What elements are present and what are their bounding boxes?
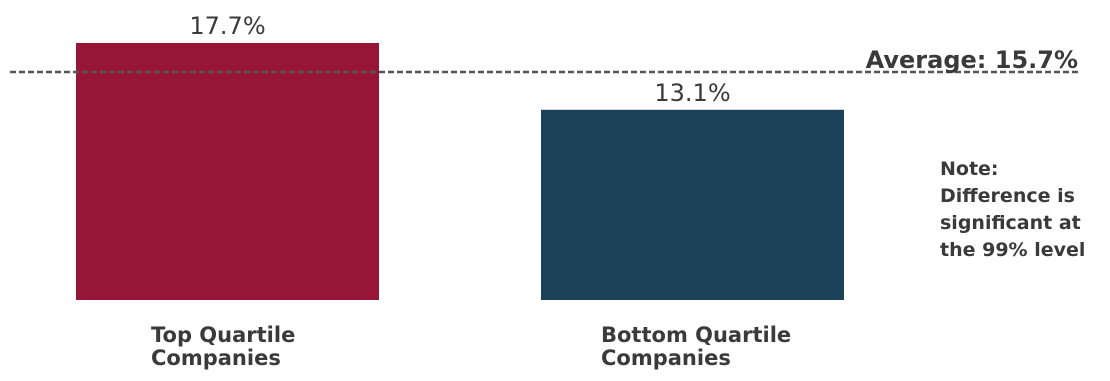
note-line: the 99% level: [940, 239, 1085, 261]
note-annotation: Note: Difference is significant at the 99% …: [940, 158, 1085, 261]
category-label-line: Companies: [601, 346, 731, 370]
category-label-top-quartile: Top Quartile Companies: [151, 323, 295, 370]
category-label-line: Companies: [151, 346, 281, 370]
bars-layer: [76, 43, 844, 301]
value-label-top-quartile: 17.7%: [189, 12, 265, 40]
note-line: significant at: [940, 212, 1081, 234]
bar-top-quartile: [76, 43, 379, 300]
note-line: Difference is: [940, 185, 1075, 207]
category-label-line: Bottom Quartile: [601, 323, 791, 347]
average-label: Average: 15.7%: [866, 46, 1078, 74]
category-label-bottom-quartile: Bottom Quartile Companies: [601, 323, 791, 370]
bar-bottom-quartile: [541, 109, 844, 301]
value-label-bottom-quartile: 13.1%: [654, 79, 730, 107]
note-text: Note: Difference is significant at the 99% …: [940, 158, 1085, 261]
category-label-line: Top Quartile: [151, 323, 295, 347]
note-line: Note:: [940, 158, 999, 180]
